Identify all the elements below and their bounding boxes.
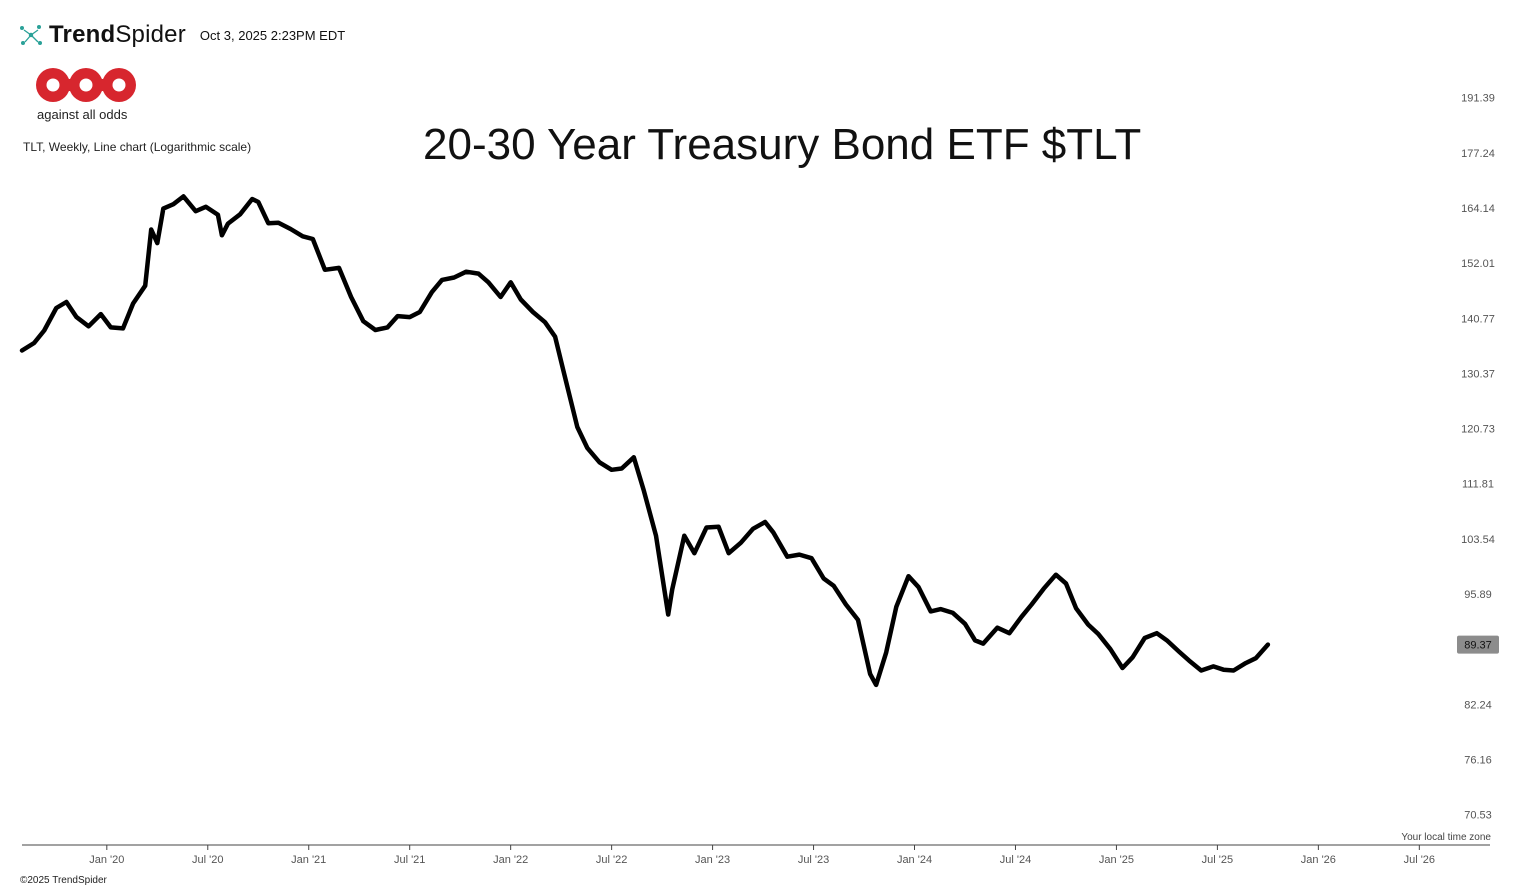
y-tick-label: 70.53 (1464, 810, 1492, 822)
aao-logo (36, 68, 136, 102)
x-tick-label: Jul '22 (596, 854, 627, 866)
x-tick-label: Jan '20 (89, 854, 124, 866)
x-tick-label: Jan '21 (291, 854, 326, 866)
y-tick-label: 140.77 (1461, 313, 1495, 325)
chart-description: TLT, Weekly, Line chart (Logarithmic sca… (23, 140, 252, 154)
brand-name: TrendSpider (49, 21, 186, 49)
x-tick-label: Jul '24 (1000, 854, 1031, 866)
brand-header: TrendSpider Oct 3, 2025 2:23PM EDT (18, 20, 345, 50)
chart-title: 20-30 Year Treasury Bond ETF $TLT (423, 120, 1142, 169)
x-tick-label: Jan '25 (1099, 854, 1134, 866)
x-tick-label: Jan '23 (695, 854, 730, 866)
y-tick-label: 103.54 (1461, 534, 1495, 546)
aao-tagline: against all odds (37, 107, 128, 122)
x-tick-label: Jul '25 (1202, 854, 1233, 866)
timezone-note[interactable]: Your local time zone (1401, 832, 1491, 843)
x-tick-label: Jan '22 (493, 854, 528, 866)
x-tick-label: Jul '21 (394, 854, 425, 866)
copyright: ©2025 TrendSpider (20, 875, 107, 886)
x-tick-label: Jul '26 (1404, 854, 1435, 866)
y-axis: 191.39 177.24 164.14 152.01 140.77 130.37 120.… (1461, 93, 1495, 822)
x-axis: Jan '20 Jul '20 Jan '21 Jul '21 Jan '22 Jul '… (22, 844, 1490, 866)
x-tick-label: Jan '26 (1301, 854, 1336, 866)
price-line (19, 194, 1271, 688)
y-tick-label: 95.89 (1464, 589, 1492, 601)
x-tick-label: Jan '24 (897, 854, 932, 866)
last-price-badge: 89.37 (1457, 635, 1499, 654)
last-price-label: 89.37 (1464, 640, 1492, 652)
x-tick-label: Jul '20 (192, 854, 223, 866)
y-tick-label: 82.24 (1464, 699, 1492, 711)
last-price-badge-bg (1457, 635, 1499, 654)
timestamp: Oct 3, 2025 2:23PM EDT (199, 27, 346, 43)
y-tick-label: 177.24 (1461, 148, 1495, 160)
y-tick-label: 111.81 (1462, 479, 1494, 491)
brand-name-regular: Spider (115, 21, 186, 48)
y-tick-label: 164.14 (1461, 203, 1495, 215)
trendspider-logo-icon (20, 25, 42, 45)
brand-name-bold: Trend (49, 21, 116, 48)
y-tick-label: 130.37 (1461, 368, 1495, 380)
y-tick-label: 152.01 (1461, 258, 1495, 270)
x-tick-label: Jul '23 (798, 854, 829, 866)
y-tick-label: 191.39 (1461, 93, 1495, 105)
y-tick-label: 76.16 (1464, 754, 1492, 766)
y-tick-label: 120.73 (1461, 424, 1495, 436)
